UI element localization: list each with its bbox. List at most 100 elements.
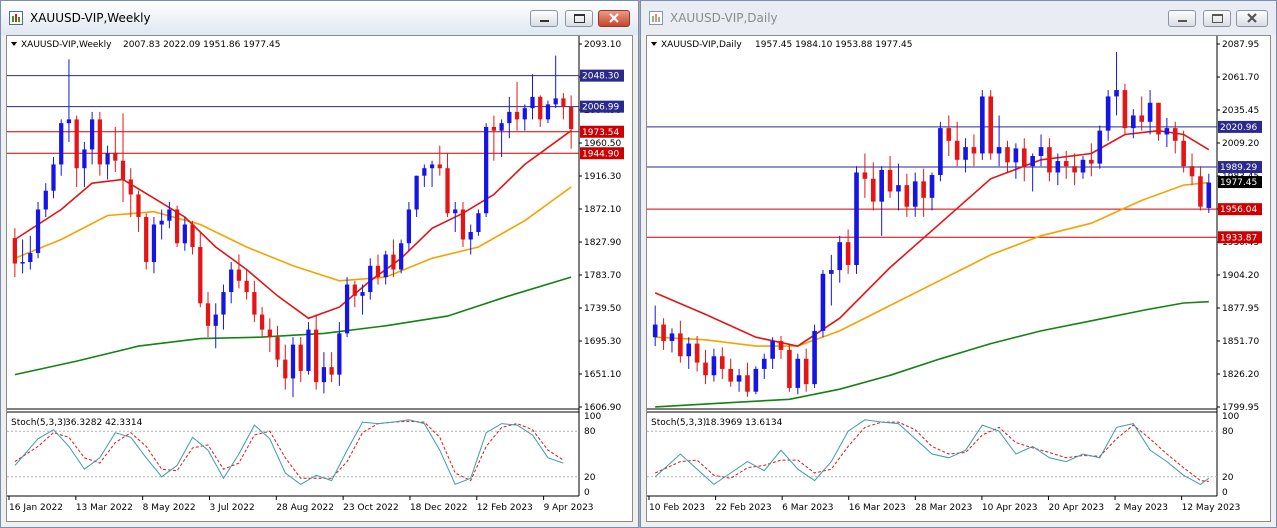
minimize-button[interactable] [530, 10, 558, 27]
bullish-candle [770, 341, 775, 359]
minimize-button[interactable] [1168, 10, 1196, 27]
bullish-candle [321, 367, 327, 383]
bearish-candle [561, 98, 566, 107]
chart-window-icon [649, 11, 663, 25]
price-tick-label: 1960.50 [584, 139, 621, 149]
bearish-candle [128, 179, 133, 195]
maximize-button[interactable] [1203, 10, 1231, 27]
bullish-candle [812, 330, 817, 385]
bullish-candle [1206, 182, 1212, 208]
maximize-button[interactable] [565, 10, 593, 27]
price-tick-label: 2093.10 [584, 40, 621, 50]
price-tick-label: 1851.70 [1222, 337, 1259, 347]
daily-price-chart[interactable]: 2087.952061.702035.452009.201983.451956.… [647, 36, 1271, 522]
price-tick-label: 1783.70 [584, 271, 621, 281]
bearish-candle [236, 269, 242, 281]
bearish-candle [569, 106, 574, 130]
bearish-candle [1072, 166, 1077, 173]
weekly-chart-window[interactable]: XAUUSD-VIP,Weekly 2093.102049.702004.901… [0, 0, 639, 528]
bearish-candle [870, 178, 876, 202]
close-button[interactable] [598, 10, 630, 27]
bullish-candle [360, 292, 365, 296]
time-tick-label: 12 May 2023 [1182, 503, 1241, 513]
mid-moving-average [14, 186, 572, 282]
bullish-candle [20, 262, 25, 264]
stoch-values: 18.3969 13.6134 [705, 418, 783, 428]
time-tick-label: 10 Feb 2023 [649, 503, 705, 513]
bearish-candle [1198, 176, 1203, 207]
bearish-candle [445, 168, 450, 214]
bearish-candle [1005, 147, 1010, 163]
time-tick-label: 23 Oct 2022 [343, 503, 399, 513]
weekly-chart-area[interactable]: 2093.102049.702004.901960.501916.301872.… [6, 35, 633, 522]
stoch-label: Stoch(5,3,3) [651, 418, 706, 428]
dropdown-triangle-icon [651, 42, 657, 46]
price-tick-label: 1827.90 [584, 238, 621, 248]
price-tag-box [1218, 120, 1262, 133]
bearish-candle [1181, 140, 1186, 167]
price-tag-label: 2048.30 [582, 72, 619, 82]
bearish-candle [198, 247, 203, 304]
price-tag-label: 1973.54 [582, 128, 619, 138]
bullish-candle [306, 329, 311, 371]
bearish-candle [298, 344, 303, 371]
stoch-axis-label: 100 [584, 412, 601, 422]
daily-chart-window[interactable]: XAUUSD-VIP,Daily 2087.95 2061.70 2035.45 20… [640, 0, 1277, 528]
bullish-candle [522, 108, 527, 120]
price-tick-label: 1739.50 [584, 304, 621, 314]
chart-info-symbol: XAUUSD-VIP,Weekly [21, 40, 112, 50]
bearish-candle [1122, 90, 1128, 129]
price-tag-box [1218, 203, 1262, 216]
price-tick-label: 1877.95 [1222, 304, 1259, 314]
bearish-candle [275, 337, 280, 360]
price-tag-box [580, 147, 624, 160]
daily-chart-area[interactable]: 2087.952061.702035.452009.201983.451956.… [646, 35, 1271, 522]
bullish-candle [879, 169, 884, 202]
chart-info-ohlc: 1957.45 1984.10 1953.88 1977.45 [755, 40, 912, 50]
weekly-price-chart[interactable]: 2093.102049.702004.901960.501916.301872.… [7, 36, 633, 522]
bullish-candle [383, 254, 388, 278]
stoch-signal-line [14, 420, 564, 482]
price-tick-label: 1904.20 [1222, 271, 1259, 281]
bearish-candle [1189, 166, 1195, 177]
bullish-candle [1114, 90, 1119, 97]
bullish-candle [290, 344, 296, 379]
bullish-candle [896, 185, 901, 192]
price-tag-label: 1956.04 [1220, 205, 1257, 215]
bullish-candle [963, 147, 968, 160]
weekly-window-titlebar[interactable]: XAUUSD-VIP,Weekly [1, 1, 638, 35]
price-tag-box [580, 69, 624, 82]
bullish-candle [829, 270, 834, 274]
bearish-candle [244, 280, 249, 293]
bullish-candle [429, 164, 435, 169]
bearish-candle [267, 329, 272, 338]
bullish-candle [151, 224, 157, 263]
price-tag-label: 1944.90 [582, 149, 619, 159]
bullish-candle [938, 128, 943, 176]
bullish-candle [912, 181, 918, 207]
bearish-candle [283, 359, 288, 379]
bullish-candle [854, 172, 859, 265]
stoch-main-line [14, 419, 564, 486]
price-tag-box [1218, 176, 1262, 189]
close-button[interactable] [1236, 10, 1268, 27]
bearish-candle [259, 314, 265, 330]
bearish-candle [678, 333, 683, 357]
bullish-candle [820, 273, 826, 331]
close-icon [1247, 13, 1257, 23]
bearish-candle [205, 303, 211, 326]
fast-moving-average [654, 129, 1210, 347]
bullish-candle [795, 358, 801, 388]
bullish-candle [167, 209, 172, 221]
bearish-candle [1139, 115, 1145, 122]
daily-window-titlebar[interactable]: XAUUSD-VIP,Daily [641, 1, 1276, 35]
time-tick-label: 28 Mar 2023 [915, 503, 972, 513]
bearish-candle [74, 119, 79, 169]
bullish-candle [35, 209, 41, 254]
time-tick-label: 16 Mar 2023 [849, 503, 906, 513]
bullish-candle [453, 209, 458, 214]
bearish-candle [887, 169, 893, 192]
bullish-candle [1013, 148, 1019, 163]
bullish-candle [736, 375, 742, 382]
bearish-candle [190, 224, 195, 248]
